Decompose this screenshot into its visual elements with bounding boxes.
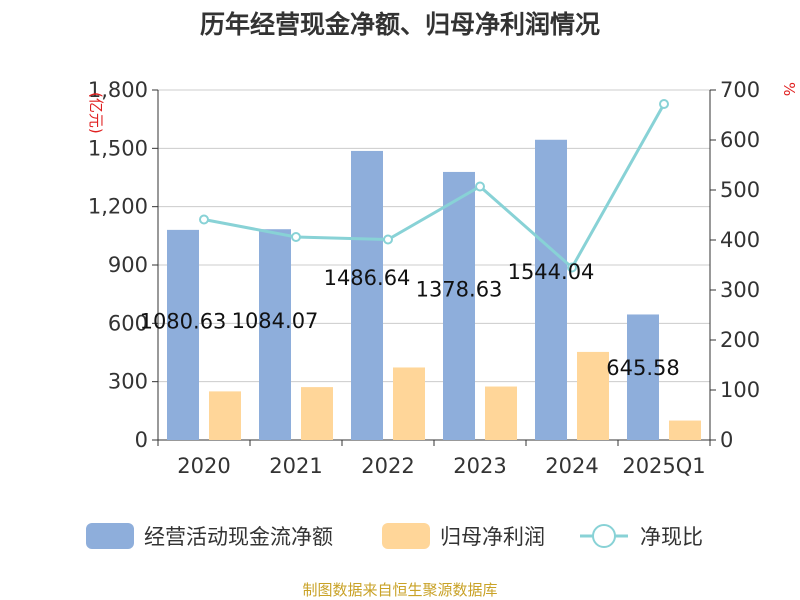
legend-swatch-cash-flow [86, 523, 134, 549]
bar-net-profit [393, 367, 425, 440]
ratio-polyline [203, 103, 666, 270]
y-left-tick-label: 600 [108, 311, 148, 335]
bar-net-profit [485, 386, 517, 440]
data-label: 645.58 [606, 356, 679, 380]
y-right-tick-label: 700 [720, 78, 760, 102]
ratio-point [567, 262, 577, 273]
data-label: 1084.07 [232, 309, 319, 333]
x-tick-label: 2021 [269, 454, 322, 478]
y-right-tick-label: 300 [720, 278, 760, 302]
y-right-tick-label: 400 [720, 228, 760, 252]
bar-cash-flow [167, 229, 199, 440]
bar-cash-flow [351, 150, 383, 441]
bar-net-profit [209, 391, 241, 440]
y-left-tick-label: 1,200 [88, 195, 148, 219]
ratio-point [291, 232, 301, 242]
legend-label-cash-flow: 经营活动现金流净额 [144, 525, 333, 549]
legend-label-net-profit: 归母净利润 [440, 525, 545, 549]
y-right-tick-label: 500 [720, 178, 760, 202]
bars [167, 139, 701, 441]
legend: 经营活动现金流净额 归母净利润 净现比 [86, 523, 703, 549]
data-label: 1544.04 [508, 260, 595, 284]
y-left-tick-label: 1,500 [88, 136, 148, 160]
legend-marker-ratio [592, 524, 616, 548]
x-tick-label: 2025Q1 [622, 454, 705, 478]
ratio-point [383, 234, 393, 245]
ratio-point [659, 99, 669, 109]
source-note: 制图数据来自恒生聚源数据库 [302, 581, 497, 599]
y-left-tick-label: 900 [108, 253, 148, 277]
bar-cash-flow [535, 139, 567, 440]
y-left-tick-label: 300 [108, 370, 148, 394]
bar-net-profit [669, 420, 701, 440]
legend-label-ratio: 净现比 [640, 525, 703, 549]
x-tick-label: 2020 [177, 454, 230, 478]
y-right-tick-label: 0 [720, 428, 733, 452]
y-right-tick-label: 100 [720, 378, 760, 402]
data-label: 1080.63 [140, 309, 227, 333]
bar-net-profit [577, 351, 609, 440]
y-left-tick-label: 0 [135, 428, 148, 452]
data-label: 1378.63 [416, 278, 503, 302]
ratio-point [475, 181, 485, 192]
chart-title: 历年经营现金净额、归母净利润情况 [200, 10, 600, 39]
y-right-unit: % [780, 82, 798, 96]
y-left-tick-label: 1,800 [88, 78, 148, 102]
legend-swatch-net-profit [382, 523, 430, 549]
bar-net-profit [301, 387, 333, 440]
ratio-line [199, 99, 669, 273]
axes: 0 300 600 900 1,200 1,500 1,800 0 100 200 300 400 50… [87, 78, 798, 478]
x-tick-label: 2023 [453, 454, 506, 478]
x-tick-label: 2022 [361, 454, 414, 478]
x-tick-label: 2024 [545, 454, 598, 478]
data-label: 1486.64 [324, 266, 411, 290]
bar-cash-flow [259, 229, 291, 440]
gridlines [158, 89, 710, 441]
y-right-tick-label: 600 [720, 128, 760, 152]
bar-cash-flow [627, 314, 659, 440]
y-left-unit: (亿元) [87, 92, 105, 134]
bar-cash-flow [443, 171, 475, 441]
y-right-tick-label: 200 [720, 328, 760, 352]
ratio-point [199, 214, 209, 225]
